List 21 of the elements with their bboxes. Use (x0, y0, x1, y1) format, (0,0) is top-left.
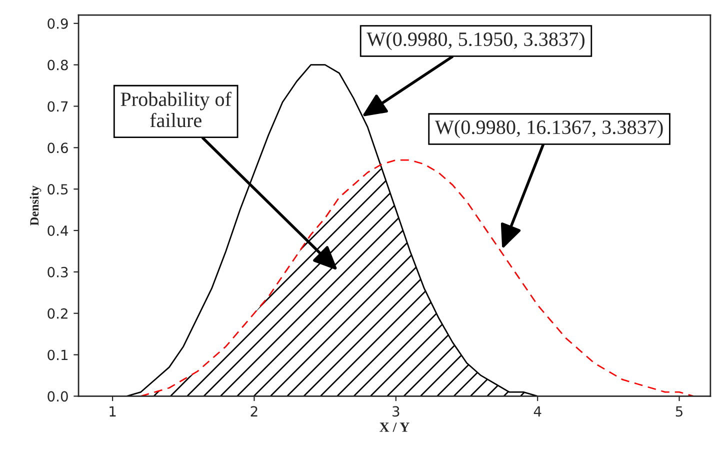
y-tick-label: 0.2 (48, 308, 68, 319)
annotation: W(0.9980, 16.1367, 3.3837) (434, 120, 663, 138)
y-tick-label: 0.0 (48, 391, 68, 402)
x-tick-label: 1 (110, 406, 116, 416)
line-series (140, 159, 694, 396)
x-axis-title: X / Y (380, 422, 410, 432)
y-tick-label: 0.5 (48, 184, 68, 195)
y-axis-title: Density (30, 186, 42, 226)
y-tick-label: 0.6 (48, 142, 68, 154)
y-tick-label: 0.3 (48, 266, 68, 278)
x-tick-label: 4 (534, 406, 542, 416)
x-tick-label: 3 (392, 406, 400, 417)
x-tick-label: 5 (676, 406, 682, 417)
y-tick-label: 0.9 (48, 18, 68, 29)
y-tick-label: 0.7 (48, 101, 68, 112)
annotation: Probability of failure (120, 92, 232, 128)
y-tick-label: 0.8 (48, 60, 68, 70)
y-tick-label: 0.4 (48, 225, 68, 236)
x-tick-label: 2 (250, 406, 258, 416)
y-tick-label: 0.1 (48, 350, 68, 360)
annotation: W(0.9980, 5.1950, 3.3837) (366, 32, 584, 50)
